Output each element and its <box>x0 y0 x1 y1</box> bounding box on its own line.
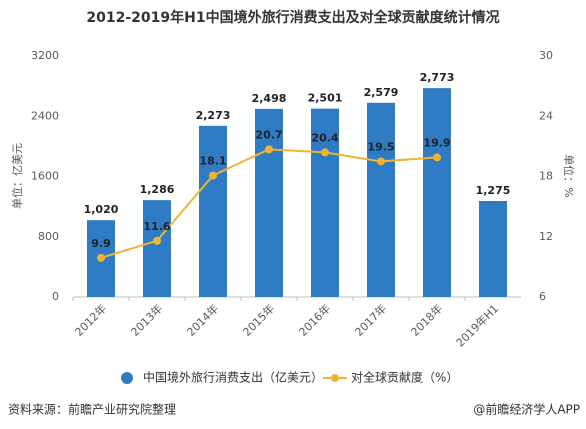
bar <box>199 125 227 297</box>
x-tick-label: 2015年 <box>240 301 277 338</box>
bar <box>255 108 283 297</box>
x-tick-label: 2012年 <box>72 301 109 338</box>
bar-value-label: 2,501 <box>308 92 343 105</box>
x-tick-label: 2018年 <box>408 301 445 338</box>
legend-marker <box>331 374 339 382</box>
y2-axis-label: 单位：% <box>562 154 576 197</box>
y2-tick-label: 30 <box>539 49 553 62</box>
line-value-label: 20.7 <box>255 128 282 141</box>
line-value-label: 20.4 <box>311 131 338 144</box>
y-tick-label: 3200 <box>31 49 59 62</box>
line-marker <box>153 236 161 245</box>
y-tick-label: 0 <box>52 290 59 303</box>
bar-value-label: 2,273 <box>196 109 231 122</box>
line-marker <box>433 153 441 162</box>
y-tick-label: 2400 <box>31 109 59 122</box>
chart-title: 2012-2019年H1中国境外旅行消费支出及对全球贡献度统计情况 <box>86 9 499 26</box>
bar-value-label: 1,275 <box>476 184 511 197</box>
bar-value-label: 1,020 <box>84 203 119 216</box>
source: 资料来源：前瞻产业研究院整理 <box>8 402 176 417</box>
y-tick-label: 800 <box>38 230 59 243</box>
line-value-label: 19.9 <box>423 136 450 149</box>
bar-value-label: 2,773 <box>420 71 455 84</box>
line-value-label: 9.9 <box>91 237 111 250</box>
bar-value-label: 2,498 <box>252 92 287 105</box>
bar <box>367 102 395 297</box>
bar <box>479 200 507 297</box>
line-marker <box>209 171 217 180</box>
y2-tick-label: 24 <box>539 109 553 122</box>
y2-tick-label: 12 <box>539 230 553 243</box>
x-tick-label: 2016年 <box>296 301 333 338</box>
y2-tick-label: 18 <box>539 170 553 183</box>
y-tick-label: 1600 <box>31 170 59 183</box>
line-marker <box>321 148 329 157</box>
line-marker <box>265 145 273 154</box>
credit: @前瞻经济学人APP <box>473 402 580 417</box>
legend-label: 中国境外旅行消费支出（亿美元） <box>143 370 323 385</box>
line-value-label: 18.1 <box>199 154 226 167</box>
x-tick-label: 2019年H1 <box>453 301 501 349</box>
line-value-label: 19.5 <box>367 140 394 153</box>
bar-value-label: 1,286 <box>140 183 175 196</box>
line-marker <box>377 157 385 166</box>
legend-marker <box>121 372 133 384</box>
x-tick-label: 2017年 <box>352 301 389 338</box>
y2-tick-label: 6 <box>539 290 546 303</box>
bar <box>143 200 171 297</box>
y-axis-label: 单位：亿美元 <box>10 143 24 209</box>
bar <box>423 88 451 297</box>
bar-value-label: 2,579 <box>364 86 399 99</box>
bar <box>311 108 339 298</box>
x-tick-label: 2014年 <box>184 301 221 338</box>
x-tick-label: 2013年 <box>128 301 165 338</box>
line-value-label: 11.6 <box>143 220 170 233</box>
legend-label: 对全球贡献度（%） <box>351 370 458 385</box>
line-marker <box>97 253 105 262</box>
